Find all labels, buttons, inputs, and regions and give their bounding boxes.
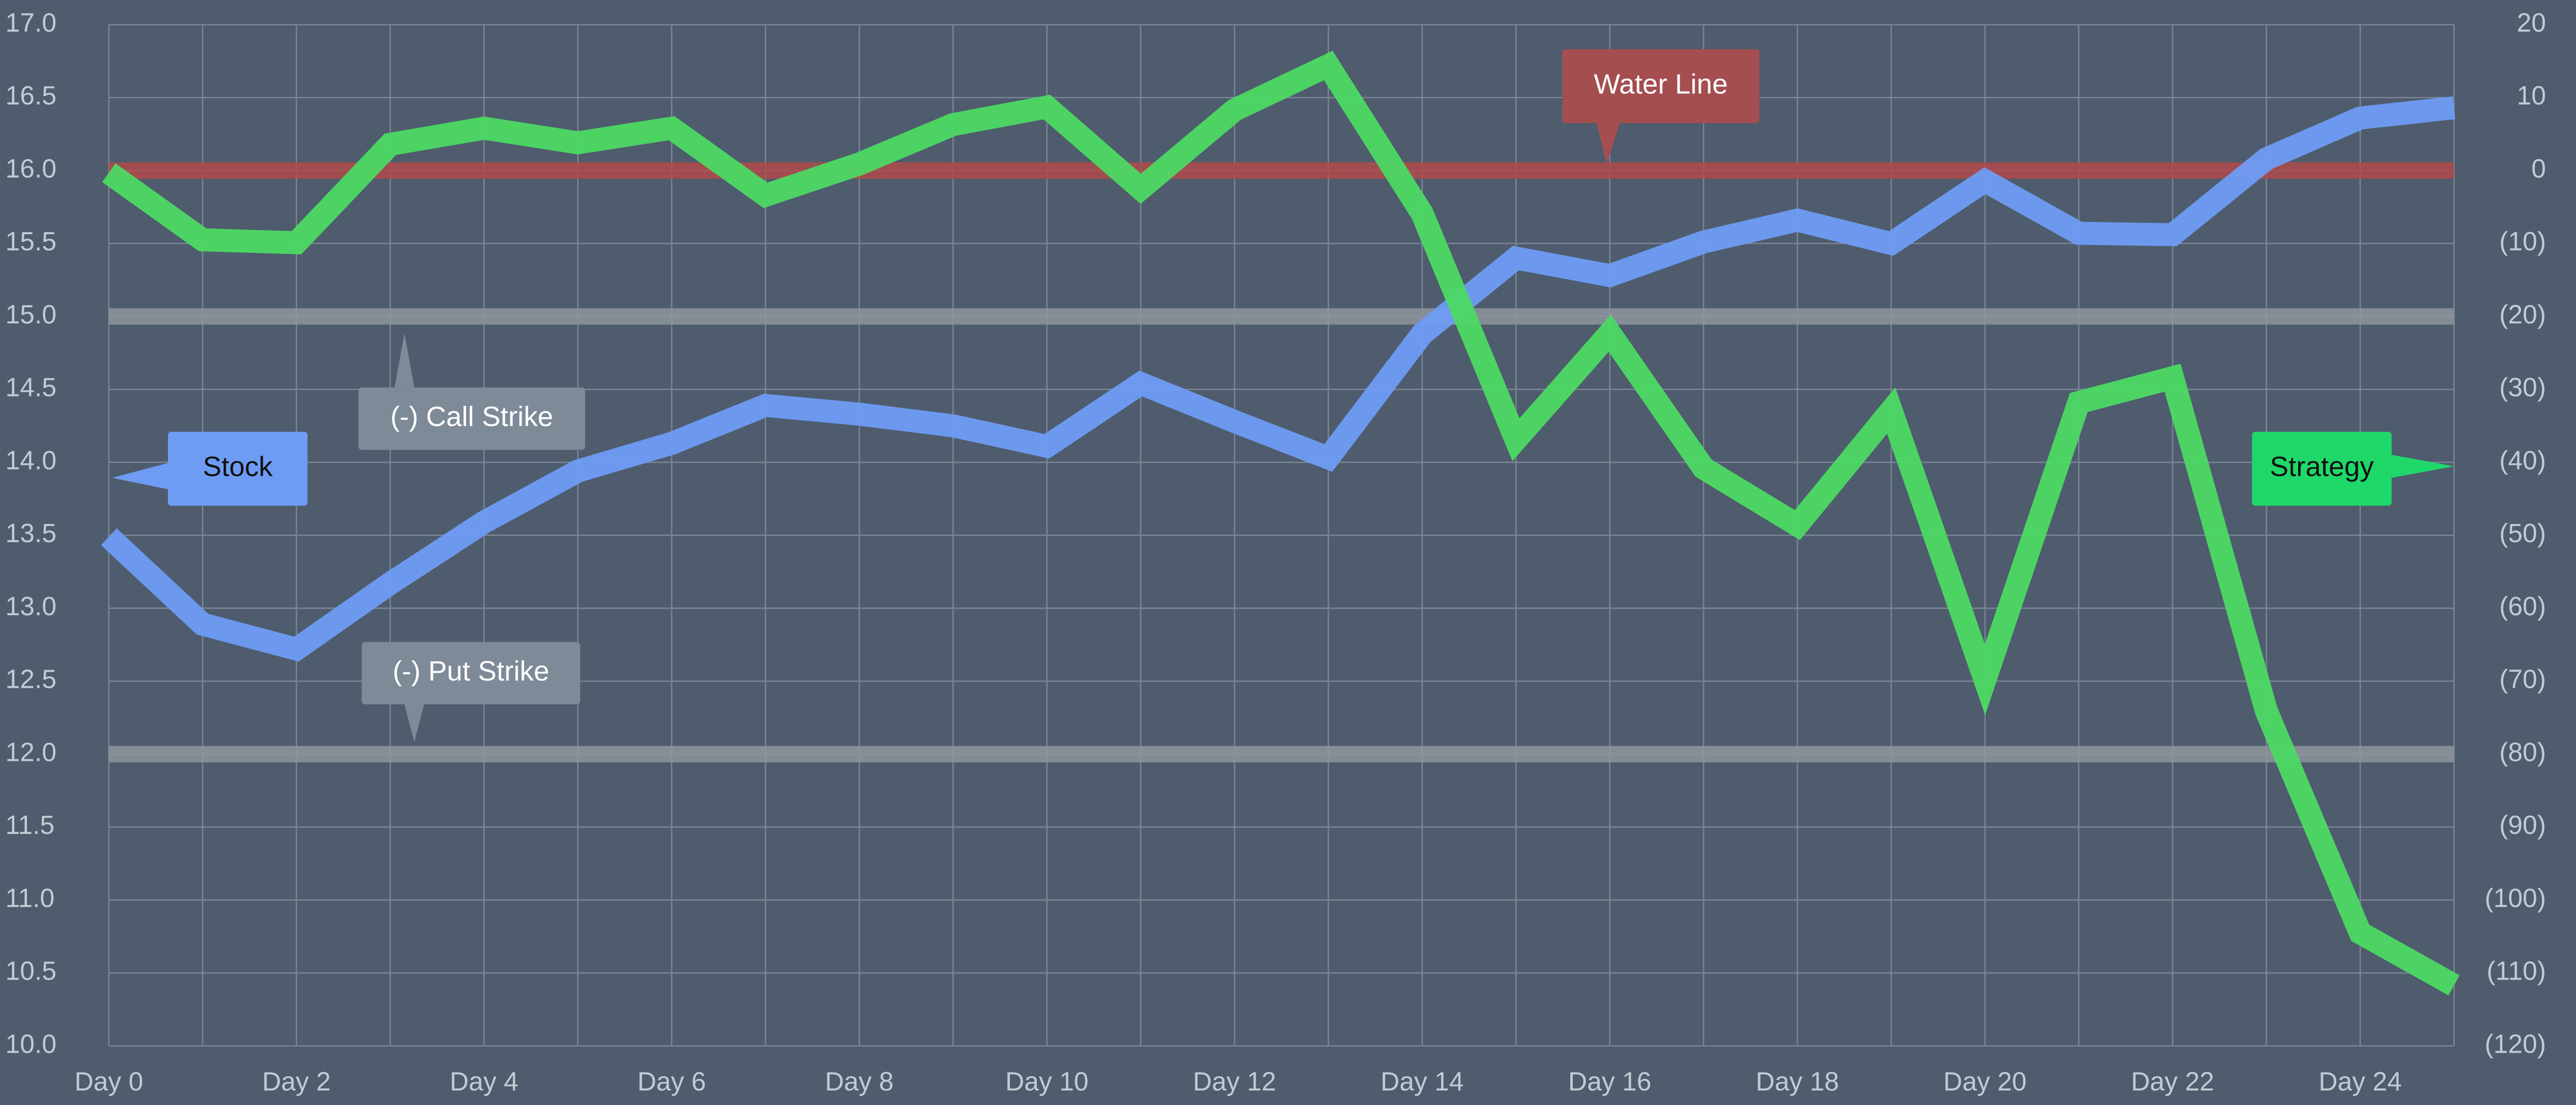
y-tick-label: 13.0 xyxy=(5,591,57,621)
x-tick-label: Day 10 xyxy=(1005,1067,1089,1096)
x-tick-label: Day 16 xyxy=(1568,1067,1652,1096)
y-tick-label: 10.5 xyxy=(5,956,57,986)
y-tick-label: 14.5 xyxy=(5,373,57,402)
y-tick-label: 15.0 xyxy=(5,300,57,329)
y2-tick-label: (120) xyxy=(2485,1029,2546,1058)
x-tick-label: Day 2 xyxy=(262,1067,331,1096)
y2-tick-label: (40) xyxy=(2499,445,2546,475)
y2-tick-label: (80) xyxy=(2499,737,2546,767)
y-tick-label: 16.0 xyxy=(5,153,57,183)
y2-tick-label: (110) xyxy=(2487,956,2546,986)
x-tick-label: Day 12 xyxy=(1193,1067,1276,1096)
y-tick-label: 10.0 xyxy=(5,1029,57,1058)
y2-tick-label: (10) xyxy=(2499,226,2546,256)
x-tick-label: Day 18 xyxy=(1756,1067,1839,1096)
x-tick-label: Day 0 xyxy=(75,1067,143,1096)
y-tick-label: 14.0 xyxy=(5,445,57,475)
y2-tick-label: 0 xyxy=(2531,153,2546,183)
x-tick-label: Day 20 xyxy=(1944,1067,2027,1096)
y-tick-label: 12.0 xyxy=(5,737,57,767)
x-tick-label: Day 4 xyxy=(450,1067,518,1096)
y-tick-label: 17.0 xyxy=(5,8,57,37)
callout-label: (-) Call Strike xyxy=(390,401,553,432)
y-tick-label: 12.5 xyxy=(5,664,57,694)
y2-tick-label: (100) xyxy=(2485,883,2546,913)
y2-tick-label: 20 xyxy=(2517,8,2546,37)
y2-tick-label: (70) xyxy=(2499,664,2546,694)
y2-tick-label: (30) xyxy=(2499,373,2546,402)
y2-tick-label: (60) xyxy=(2499,591,2546,621)
x-tick-label: Day 14 xyxy=(1381,1067,1464,1096)
y-tick-label: 16.5 xyxy=(5,81,57,110)
page: {"chart_data": { "type": "line", "catego… xyxy=(0,0,2576,1105)
y2-tick-label: (20) xyxy=(2499,300,2546,329)
x-tick-label: Day 6 xyxy=(637,1067,706,1096)
y-tick-label: 11.5 xyxy=(5,810,54,840)
y-tick-label: 13.5 xyxy=(5,518,57,548)
y2-tick-label: (50) xyxy=(2499,518,2546,548)
callout-label: (-) Put Strike xyxy=(392,656,549,687)
callout-label: Strategy xyxy=(2270,451,2374,483)
callout-label: Water Line xyxy=(1594,69,1727,100)
x-tick-label: Day 8 xyxy=(825,1067,893,1096)
callout-label: Stock xyxy=(203,451,273,483)
y-tick-label: 15.5 xyxy=(5,226,57,256)
y2-tick-label: 10 xyxy=(2517,81,2546,110)
chart: 10.0 10.5 11.0 11.5 12.0 12.5 13.0 13.5 14.0 14.5… xyxy=(0,0,2576,1105)
y-tick-label: 11.0 xyxy=(5,883,54,913)
y2-tick-label: (90) xyxy=(2499,810,2546,840)
x-tick-label: Day 24 xyxy=(2318,1067,2402,1096)
x-tick-label: Day 22 xyxy=(2131,1067,2215,1096)
